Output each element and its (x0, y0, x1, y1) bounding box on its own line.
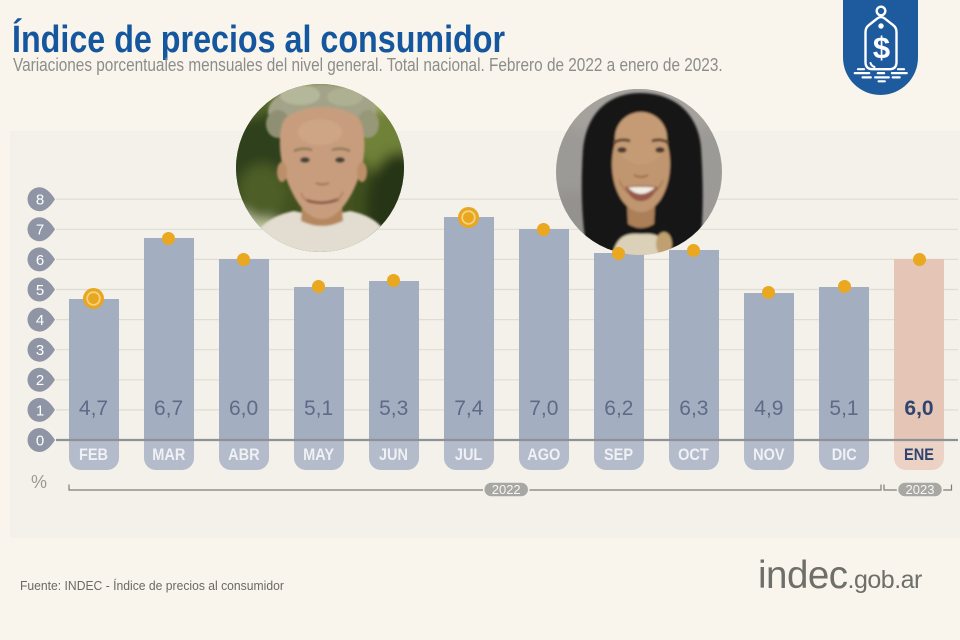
svg-text:0: 0 (36, 432, 44, 449)
svg-text:2023: 2023 (906, 482, 935, 497)
svg-text:$: $ (873, 30, 890, 65)
svg-text:4: 4 (36, 312, 44, 329)
svg-text:7: 7 (36, 222, 44, 239)
svg-text:5: 5 (36, 282, 44, 299)
svg-text:3: 3 (36, 342, 44, 359)
svg-text:6: 6 (36, 252, 44, 269)
svg-text:2022: 2022 (492, 482, 521, 497)
svg-text:1: 1 (36, 402, 44, 419)
svg-text:8: 8 (36, 192, 44, 209)
svg-text:2: 2 (36, 372, 44, 389)
svg-text:%: % (31, 472, 47, 492)
